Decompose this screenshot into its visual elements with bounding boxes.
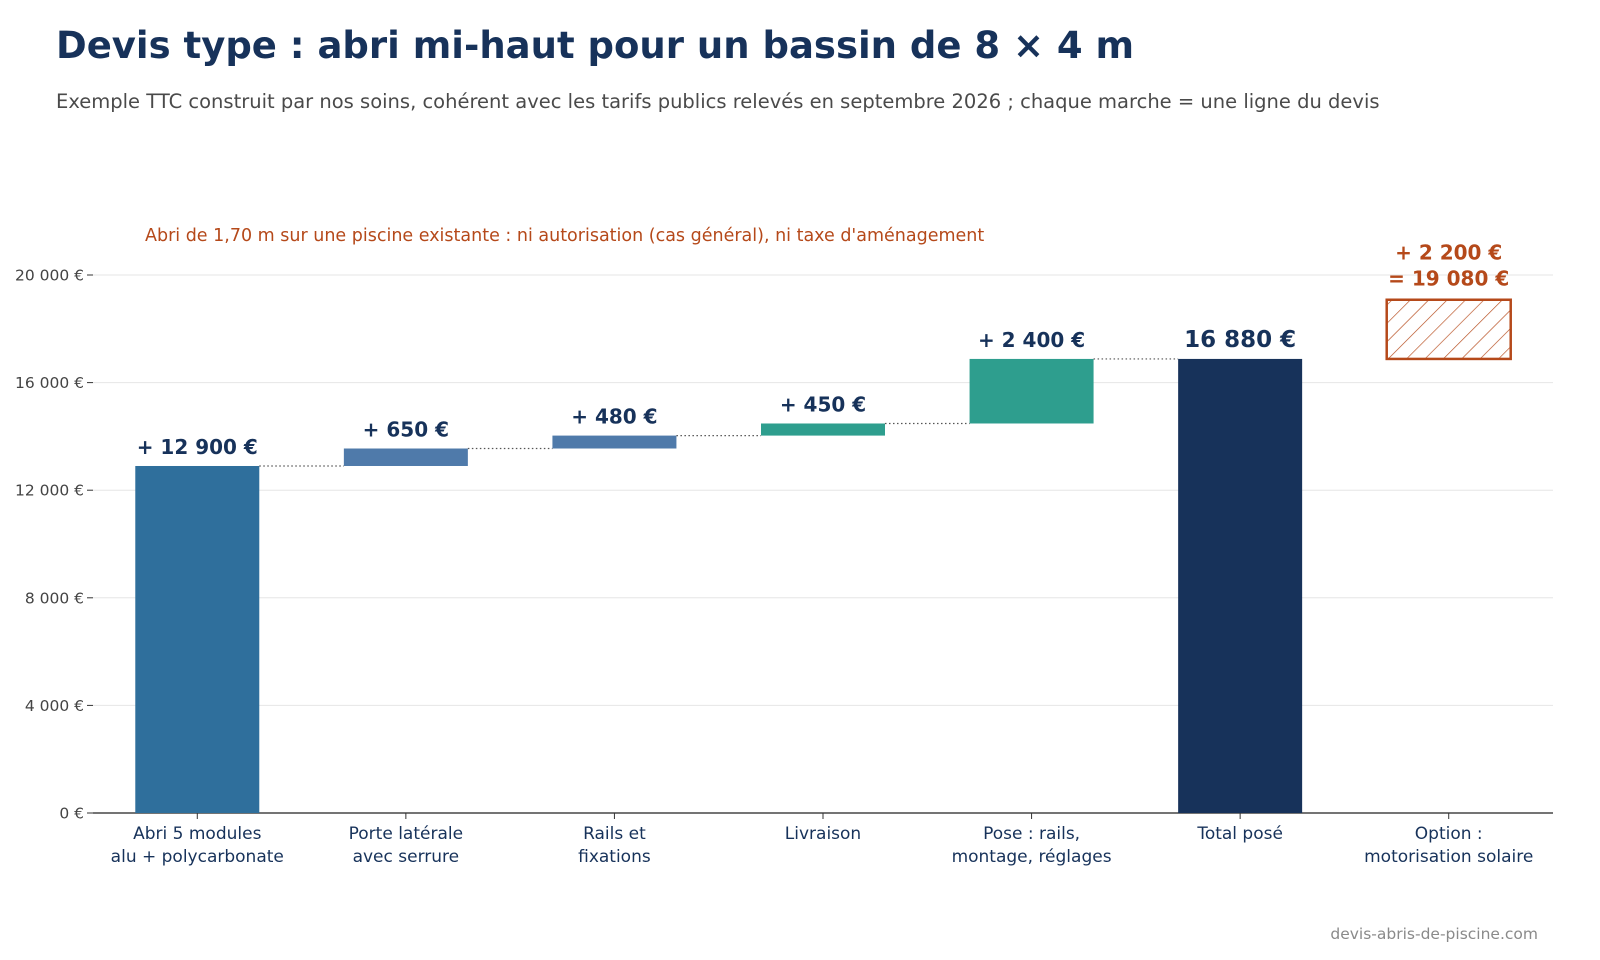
x-tick-label: Abri 5 modules: [133, 824, 261, 844]
waterfall-bar: [969, 358, 1094, 424]
waterfall-bar: [761, 423, 885, 436]
source-credit: devis-abris-de-piscine.com: [1330, 925, 1538, 943]
data-label: + 650 €: [363, 418, 449, 442]
x-tick-label: Pose : rails,: [983, 824, 1080, 844]
data-label: + 2 400 €: [978, 328, 1085, 352]
y-tick-label: 4 000 €: [25, 697, 84, 715]
waterfall-bar-total: [1178, 358, 1303, 813]
waterfall-bar: [343, 448, 468, 466]
x-tick-label: montage, réglages: [952, 847, 1112, 867]
x-tick-label: avec serrure: [353, 847, 460, 867]
data-label: + 450 €: [780, 392, 866, 416]
waterfall-bar: [135, 465, 260, 813]
x-tick-label: Total posé: [1196, 824, 1283, 844]
data-label: + 12 900 €: [137, 435, 258, 459]
x-tick-label: fixations: [578, 847, 651, 867]
x-tick-label: Option :: [1415, 824, 1483, 844]
waterfall-bar-option: [1385, 298, 1512, 361]
data-label: = 19 080 €: [1388, 267, 1509, 291]
x-tick-label: Rails et: [583, 824, 646, 844]
y-tick-label: 16 000 €: [15, 374, 84, 392]
x-tick-label: alu + polycarbonate: [111, 847, 284, 867]
data-label: + 2 200 €: [1395, 241, 1502, 265]
y-tick-label: 20 000 €: [15, 267, 84, 285]
x-tick-label: Livraison: [785, 824, 861, 844]
y-tick-label: 0 €: [59, 805, 84, 823]
waterfall-bar: [552, 435, 677, 449]
chart-annotation: Abri de 1,70 m sur une piscine existante…: [145, 226, 984, 246]
data-label: + 480 €: [571, 405, 657, 429]
x-tick-label: Porte latérale: [349, 824, 463, 844]
chart-title: Devis type : abri mi-haut pour un bassin…: [56, 24, 1135, 67]
chart-subtitle: Exemple TTC construit par nos soins, coh…: [56, 90, 1380, 113]
y-tick-label: 8 000 €: [25, 589, 84, 607]
x-tick-label: motorisation solaire: [1364, 847, 1533, 867]
data-label: 16 880 €: [1184, 327, 1296, 353]
y-tick-label: 12 000 €: [15, 482, 84, 500]
